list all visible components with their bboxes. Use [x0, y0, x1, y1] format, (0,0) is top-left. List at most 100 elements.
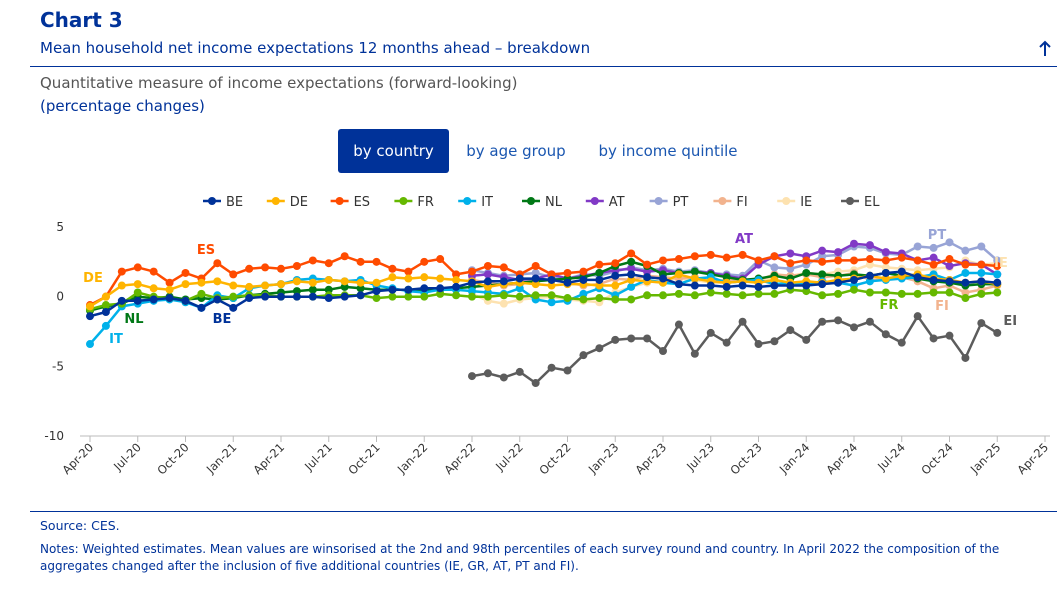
- data-point: [722, 338, 731, 347]
- data-point: [101, 307, 110, 316]
- x-tick-label: Apr-24: [823, 440, 860, 477]
- data-point: [818, 291, 827, 300]
- data-point: [372, 257, 381, 266]
- data-point: [197, 278, 206, 287]
- data-point: [961, 278, 970, 287]
- data-point: [579, 351, 588, 360]
- tab[interactable]: by age group: [466, 142, 566, 160]
- data-point: [611, 295, 620, 304]
- data-point: [436, 255, 445, 264]
- data-point: [213, 277, 222, 286]
- data-point: [818, 280, 827, 289]
- data-point: [722, 282, 731, 291]
- series-annotation: ES: [197, 243, 215, 258]
- data-point: [977, 268, 986, 277]
- chart: -10 -5 0 5 Apr-20 Jul-20 Oct-20 Jan-21 Apr-21 Jul…: [44, 195, 1051, 477]
- data-point: [229, 281, 238, 290]
- data-point: [340, 252, 349, 261]
- data-point: [372, 278, 381, 287]
- data-point: [261, 263, 270, 272]
- data-point: [706, 250, 715, 259]
- data-point: [483, 292, 492, 301]
- x-tick-label: Oct-24: [918, 440, 955, 477]
- data-point: [611, 271, 620, 280]
- data-point: [659, 256, 667, 265]
- data-point: [993, 278, 1002, 287]
- data-point: [659, 347, 667, 356]
- data-point: [977, 277, 986, 286]
- data-point: [834, 316, 843, 325]
- tab[interactable]: by country: [338, 129, 449, 173]
- data-point: [197, 289, 206, 298]
- data-point: [643, 273, 652, 282]
- data-point: [977, 289, 986, 298]
- data-point: [802, 268, 811, 277]
- data-point: [627, 295, 636, 304]
- data-point: [913, 256, 922, 265]
- legend-marker: [527, 197, 535, 205]
- data-point: [770, 281, 779, 290]
- data-point: [436, 284, 445, 293]
- x-tick-label: Oct-22: [536, 440, 573, 477]
- data-point: [865, 241, 874, 250]
- data-point: [818, 257, 827, 266]
- tab[interactable]: by income quintile: [598, 142, 738, 160]
- x-tick-label: Apr-20: [59, 440, 96, 477]
- data-point: [420, 273, 429, 282]
- data-point: [770, 263, 779, 272]
- data-point: [913, 312, 922, 321]
- data-point: [611, 259, 620, 268]
- data-point: [324, 259, 333, 268]
- data-point: [261, 292, 270, 301]
- series-annotation: EL: [1003, 314, 1020, 329]
- data-point: [515, 292, 524, 301]
- legend-label: FI: [736, 195, 747, 210]
- data-point: [595, 294, 604, 303]
- series-annotation: FI: [935, 299, 949, 314]
- series-annotation: IE: [994, 256, 1008, 271]
- data-point: [277, 292, 285, 301]
- data-point: [690, 274, 699, 283]
- data-point: [468, 292, 476, 301]
- data-point: [213, 295, 222, 304]
- data-point: [181, 280, 190, 289]
- data-point: [197, 303, 206, 312]
- data-point: [706, 288, 715, 297]
- data-point: [770, 289, 779, 298]
- data-point: [722, 253, 731, 262]
- data-point: [452, 282, 461, 291]
- data-point: [86, 302, 94, 311]
- data-point: [579, 295, 588, 304]
- x-tick-label: Oct-20: [154, 440, 191, 477]
- data-point: [881, 256, 890, 265]
- data-point: [563, 278, 572, 287]
- data-point: [945, 277, 954, 286]
- x-tick-label: Jul-20: [110, 440, 144, 474]
- data-point: [468, 287, 476, 296]
- data-point: [881, 330, 890, 339]
- legend-marker: [718, 197, 727, 205]
- data-point: [531, 291, 540, 300]
- series-annotation: BE: [213, 312, 232, 327]
- legend-label: PT: [673, 195, 689, 210]
- data-point: [372, 287, 381, 296]
- data-point: [595, 275, 604, 284]
- data-point: [850, 323, 858, 332]
- series-annotation: DE: [83, 271, 103, 286]
- chart-number: Chart 3: [40, 8, 123, 32]
- data-point: [993, 256, 1002, 265]
- data-point: [324, 294, 333, 303]
- data-point: [627, 334, 636, 343]
- series-line: [89, 252, 998, 307]
- notes: Notes: Weighted estimates. Mean values a…: [40, 542, 1000, 573]
- data-point: [547, 275, 556, 284]
- data-point: [483, 277, 492, 286]
- data-point: [770, 337, 779, 346]
- data-point: [245, 264, 254, 273]
- data-point: [993, 262, 1002, 271]
- legend-marker: [654, 197, 663, 205]
- data-point: [101, 321, 110, 330]
- legend-marker: [782, 197, 791, 205]
- collapse-icon[interactable]: [1036, 40, 1054, 58]
